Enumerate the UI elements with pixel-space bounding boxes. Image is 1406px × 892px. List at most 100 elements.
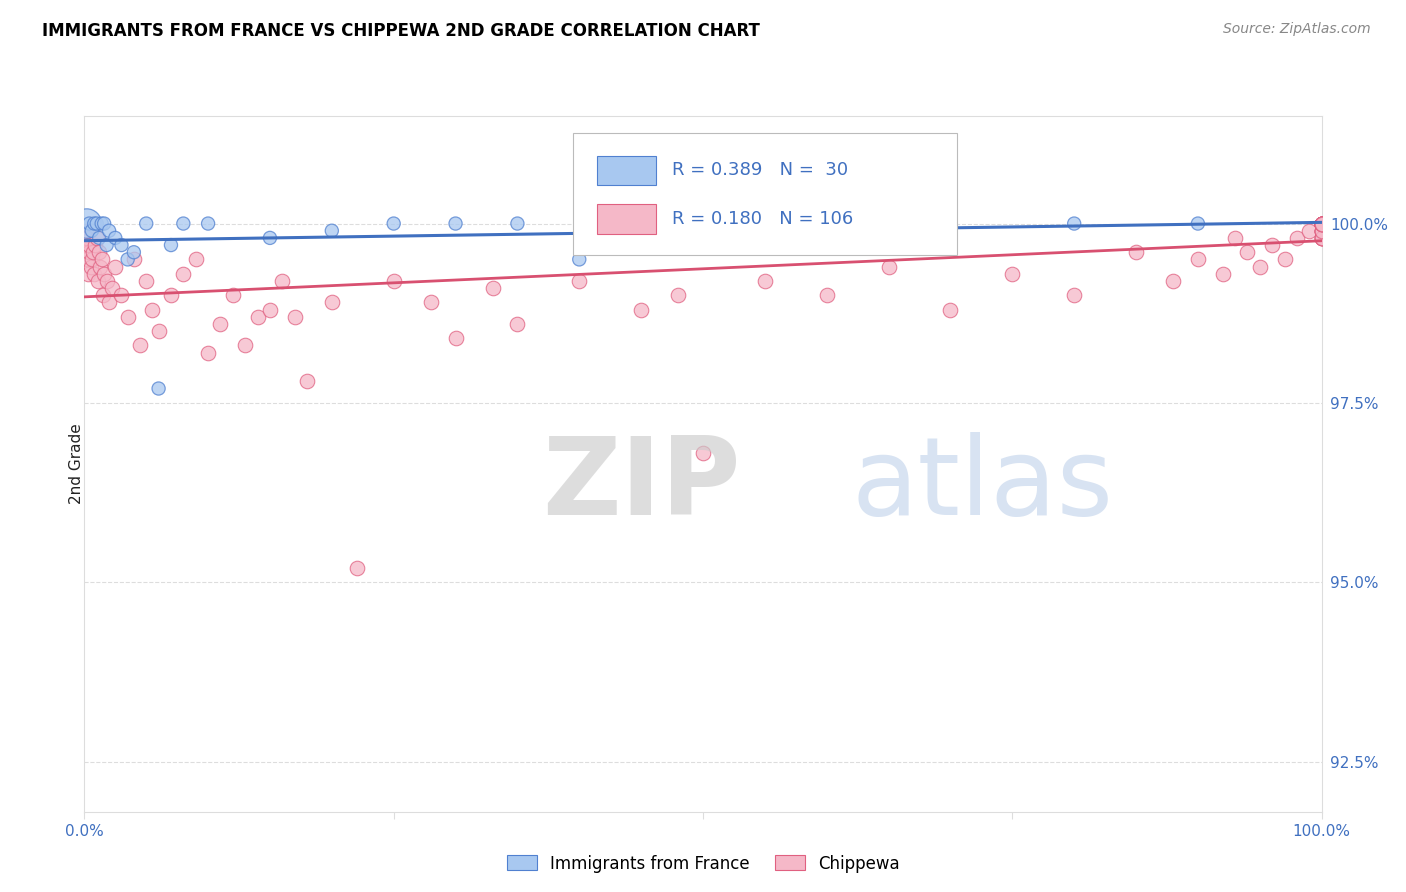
Point [939, 217, 962, 231]
Point [1285, 231, 1308, 245]
Point [1001, 267, 1024, 281]
Point [1310, 217, 1333, 231]
Point [1310, 224, 1333, 238]
Point [90, 217, 112, 231]
Point [259, 302, 281, 317]
Point [1310, 217, 1333, 231]
Point [104, 231, 127, 245]
Point [122, 245, 145, 260]
Point [1310, 217, 1333, 231]
Point [96, 274, 118, 288]
Point [148, 382, 170, 396]
Text: ZIP: ZIP [543, 432, 741, 538]
Point [1310, 217, 1333, 231]
Point [1261, 238, 1284, 252]
Point [1187, 252, 1209, 267]
Point [1236, 245, 1258, 260]
Point [271, 274, 294, 288]
Point [79, 238, 101, 252]
Point [382, 217, 405, 231]
Point [692, 217, 714, 231]
Point [1274, 252, 1296, 267]
Point [76, 217, 98, 231]
Point [98, 295, 121, 310]
Text: R = 0.389   N =  30: R = 0.389 N = 30 [672, 161, 848, 179]
Point [444, 331, 467, 345]
Point [184, 252, 207, 267]
Point [79, 260, 101, 274]
Point [382, 274, 405, 288]
Point [135, 274, 157, 288]
Point [1310, 224, 1333, 238]
Point [135, 217, 157, 231]
Point [1310, 217, 1333, 231]
Point [568, 252, 591, 267]
FancyBboxPatch shape [596, 155, 657, 185]
Point [90, 252, 112, 267]
Point [666, 288, 689, 302]
Point [222, 288, 245, 302]
Point [1310, 231, 1333, 245]
Point [1310, 224, 1333, 238]
Point [141, 302, 163, 317]
Point [419, 295, 441, 310]
Point [815, 288, 838, 302]
Point [96, 238, 118, 252]
Point [197, 217, 219, 231]
Point [1310, 231, 1333, 245]
Text: atlas: atlas [852, 432, 1114, 538]
Point [209, 317, 232, 331]
Point [84, 238, 107, 252]
Point [75, 238, 97, 252]
Point [506, 317, 529, 331]
Point [98, 224, 121, 238]
Point [1063, 288, 1085, 302]
Point [1310, 224, 1333, 238]
Point [86, 231, 108, 245]
Point [73, 231, 96, 245]
Point [630, 302, 652, 317]
Point [110, 288, 132, 302]
Point [1310, 224, 1333, 238]
Point [76, 252, 98, 267]
Point [1310, 217, 1333, 231]
Point [815, 231, 838, 245]
Point [77, 245, 100, 260]
Point [1125, 245, 1147, 260]
Point [1310, 217, 1333, 231]
Point [506, 217, 529, 231]
Point [1310, 217, 1333, 231]
Point [89, 260, 111, 274]
Point [1298, 224, 1320, 238]
Point [1310, 217, 1333, 231]
Point [1310, 217, 1333, 231]
Y-axis label: 2nd Grade: 2nd Grade [69, 424, 83, 504]
Point [346, 561, 368, 575]
Point [1310, 217, 1333, 231]
Point [110, 238, 132, 252]
Point [1310, 217, 1333, 231]
Point [93, 217, 115, 231]
Point [1310, 217, 1333, 231]
Point [939, 302, 962, 317]
Point [1310, 217, 1333, 231]
Point [91, 288, 114, 302]
Point [100, 281, 122, 295]
Point [1310, 217, 1333, 231]
Point [754, 274, 776, 288]
Point [83, 267, 105, 281]
Point [877, 260, 900, 274]
FancyBboxPatch shape [596, 204, 657, 234]
Point [1310, 231, 1333, 245]
Point [1310, 217, 1333, 231]
Point [284, 310, 307, 324]
Point [321, 295, 343, 310]
Point [1310, 217, 1333, 231]
Point [295, 375, 318, 389]
Point [76, 231, 98, 245]
Point [160, 238, 183, 252]
Point [1310, 224, 1333, 238]
Point [129, 338, 152, 352]
Point [117, 252, 139, 267]
Point [1310, 217, 1333, 231]
